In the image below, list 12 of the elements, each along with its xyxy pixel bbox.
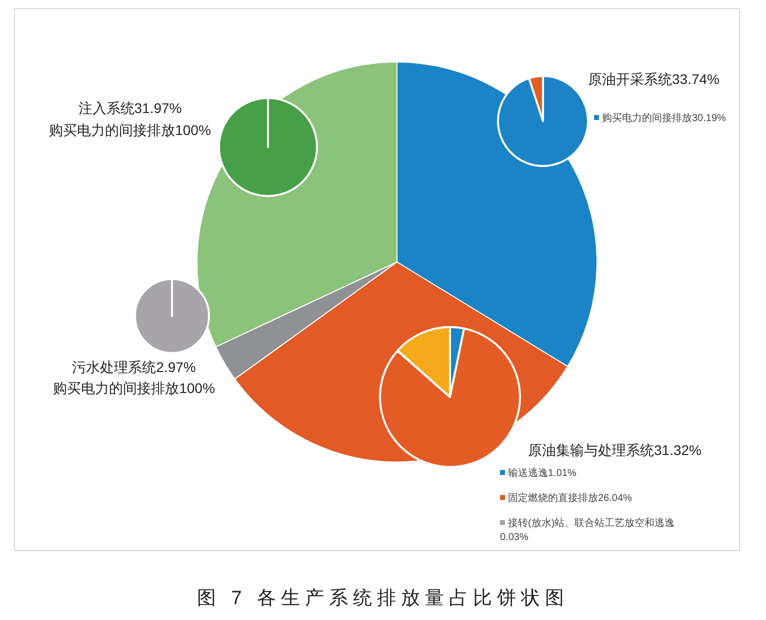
legend-label: 接转(放水)站、联合站工艺放空和逃逸 [508, 517, 675, 529]
legend-label: 固定燃烧的直接排放26.04% [508, 492, 632, 504]
slice-label: 原油开采系统33.74% [588, 71, 720, 87]
legend-label: 输送逃逸1.01% [508, 467, 576, 479]
legend-label: 购买电力的间接排放30.19% [602, 112, 726, 124]
slice-label: 原油集输与处理系统31.32% [528, 442, 702, 458]
slice-label: 污水处理系统2.97% [72, 359, 196, 375]
slice-label: 注入系统31.97% [78, 100, 182, 116]
slice-label: 购买电力的间接排放100% [53, 380, 215, 396]
text: 图 7 各生产系统排放量占比饼状图 [196, 588, 570, 609]
slice-label: 购买电力的间接排放100% [49, 122, 211, 138]
data-label: 0.03% [500, 532, 528, 543]
